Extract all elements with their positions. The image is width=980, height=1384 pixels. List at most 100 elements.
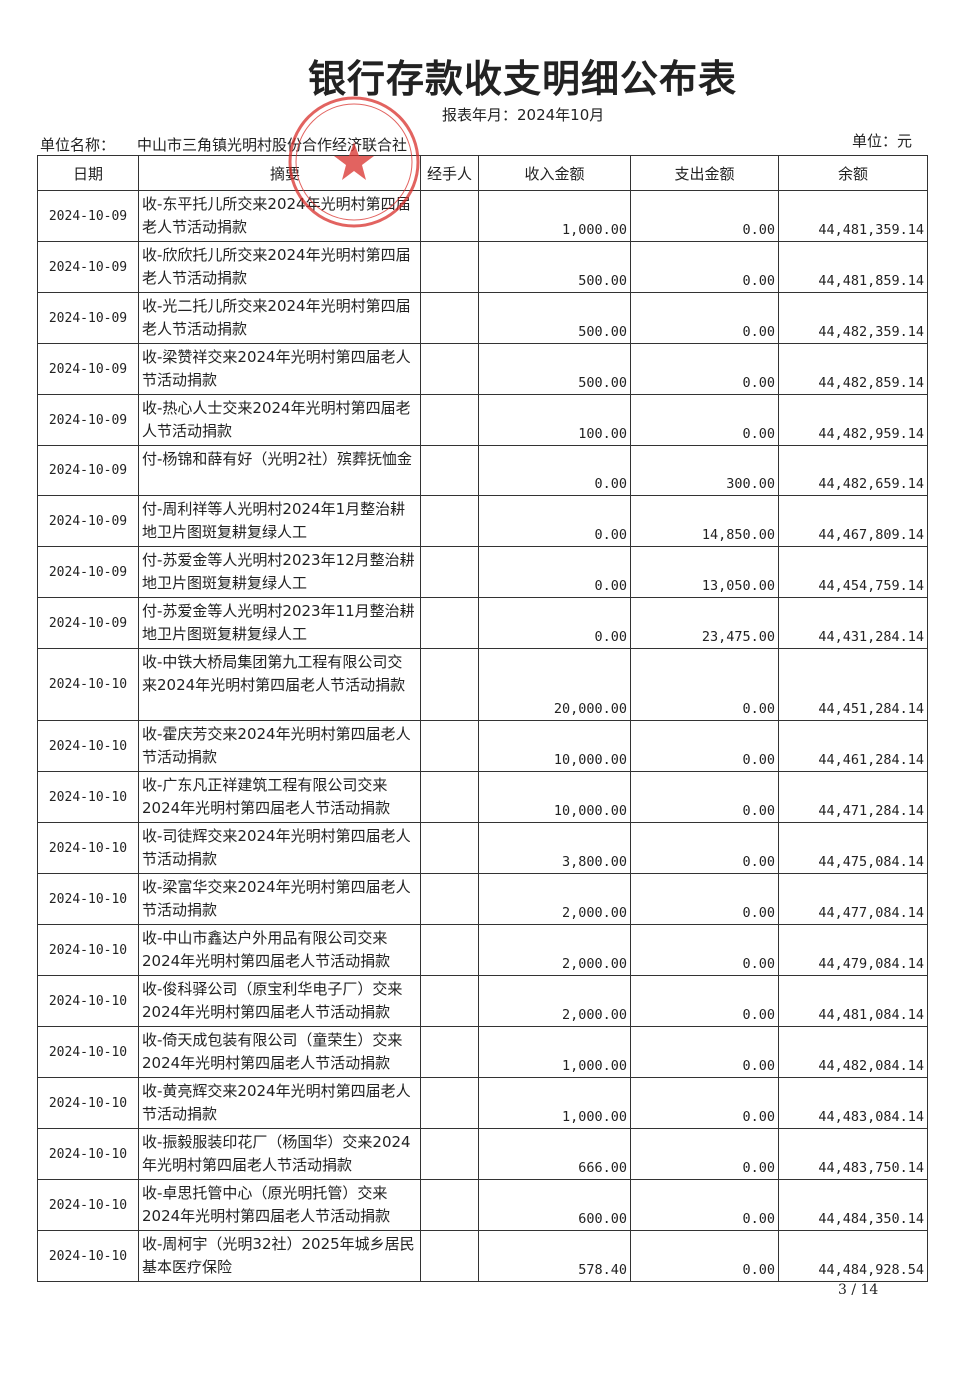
handler-cell [420,771,479,823]
table-row: 2024-10-09 收-梁赞祥交来2024年光明村第四届老人节活动捐款 500.0… [37,343,928,395]
summary-cell: 收-梁富华交来2024年光明村第四届老人节活动捐款 [138,873,421,925]
table-row: 2024-10-10 收-中山市鑫达户外用品有限公司交来2024年光明村第四届老人… [37,924,928,976]
col-expense: 支出金额 [630,155,779,191]
handler-cell [420,546,479,598]
income-cell: 578.40 [478,1230,631,1282]
expense-cell: 0.00 [630,924,779,976]
col-balance: 余额 [778,155,928,191]
table-row: 2024-10-09 收-东平托儿所交来2024年光明村第四届老人节活动捐款 1,0… [37,190,928,242]
balance-cell: 44,475,084.14 [778,822,928,874]
date-cell: 2024-10-10 [37,648,139,721]
col-handler: 经手人 [420,155,479,191]
income-cell: 500.00 [478,241,631,293]
date-cell: 2024-10-10 [37,1077,139,1129]
balance-cell: 44,454,759.14 [778,546,928,598]
income-cell: 1,000.00 [478,190,631,242]
page-number: 3 / 14 [838,1282,879,1298]
summary-cell: 收-东平托儿所交来2024年光明村第四届老人节活动捐款 [138,190,421,242]
balance-cell: 44,467,809.14 [778,495,928,547]
expense-cell: 0.00 [630,1026,779,1078]
table-row: 2024-10-09 付-苏爱金等人光明村2023年12月整治耕地卫片图斑复耕复绿… [37,546,928,598]
report-period: 报表年月：2024年10月 [442,106,605,124]
income-cell: 3,800.00 [478,822,631,874]
summary-cell: 收-俊科驿公司（原宝利华电子厂）交来2024年光明村第四届老人节活动捐款 [138,975,421,1027]
table-row: 2024-10-10 收-卓思托管中心（原光明托管）交来2024年光明村第四届老人… [37,1179,928,1231]
summary-cell: 收-周柯宇（光明32社）2025年城乡居民基本医疗保险 [138,1230,421,1282]
table-row: 2024-10-10 收-梁富华交来2024年光明村第四届老人节活动捐款 2,000… [37,873,928,925]
col-date: 日期 [37,155,139,191]
expense-cell: 0.00 [630,292,779,344]
handler-cell [420,1026,479,1078]
balance-cell: 44,482,959.14 [778,394,928,446]
unit-name: 单位名称： 中山市三角镇光明村股份合作经济联合社 [40,134,429,155]
income-cell: 0.00 [478,597,631,649]
income-cell: 1,000.00 [478,1026,631,1078]
expense-cell: 0.00 [630,394,779,446]
handler-cell [420,822,479,874]
handler-cell [420,720,479,772]
handler-cell [420,648,479,721]
expense-cell: 0.00 [630,648,779,721]
income-cell: 10,000.00 [478,720,631,772]
table-row: 2024-10-09 收-光二托儿所交来2024年光明村第四届老人节活动捐款 500… [37,292,928,344]
handler-cell [420,394,479,446]
summary-cell: 收-振毅服装印花厂（杨国华）交来2024年光明村第四届老人节活动捐款 [138,1128,421,1180]
handler-cell [420,1230,479,1282]
expense-cell: 0.00 [630,975,779,1027]
date-cell: 2024-10-09 [37,597,139,649]
income-cell: 500.00 [478,343,631,395]
balance-cell: 44,482,084.14 [778,1026,928,1078]
table-row: 2024-10-10 收-周柯宇（光明32社）2025年城乡居民基本医疗保险 578… [37,1230,928,1282]
expense-cell: 0.00 [630,190,779,242]
expense-cell: 0.00 [630,1230,779,1282]
balance-cell: 44,479,084.14 [778,924,928,976]
handler-cell [420,924,479,976]
table-row: 2024-10-10 收-司徒辉交来2024年光明村第四届老人节活动捐款 3,800… [37,822,928,874]
table-row: 2024-10-09 收-欣欣托儿所交来2024年光明村第四届老人节活动捐款 500… [37,241,928,293]
income-cell: 600.00 [478,1179,631,1231]
income-cell: 0.00 [478,445,631,496]
summary-cell: 收-霍庆芳交来2024年光明村第四届老人节活动捐款 [138,720,421,772]
expense-cell: 0.00 [630,343,779,395]
date-cell: 2024-10-10 [37,873,139,925]
expense-cell: 0.00 [630,822,779,874]
date-cell: 2024-10-10 [37,1230,139,1282]
table-row: 2024-10-09 付-周利祥等人光明村2024年1月整治耕地卫片图斑复耕复绿人… [37,495,928,547]
expense-cell: 14,850.00 [630,495,779,547]
summary-cell: 付-苏爱金等人光明村2023年12月整治耕地卫片图斑复耕复绿人工 [138,546,421,598]
date-cell: 2024-10-10 [37,1026,139,1078]
date-cell: 2024-10-10 [37,720,139,772]
summary-cell: 收-司徒辉交来2024年光明村第四届老人节活动捐款 [138,822,421,874]
summary-cell: 付-苏爱金等人光明村2023年11月整治耕地卫片图斑复耕复绿人工 [138,597,421,649]
summary-cell: 付-周利祥等人光明村2024年1月整治耕地卫片图斑复耕复绿人工 [138,495,421,547]
handler-cell [420,975,479,1027]
summary-cell: 收-热心人士交来2024年光明村第四届老人节活动捐款 [138,394,421,446]
expense-cell: 0.00 [630,873,779,925]
expense-cell: 0.00 [630,1128,779,1180]
balance-cell: 44,484,350.14 [778,1179,928,1231]
table-row: 2024-10-10 收-广东凡正祥建筑工程有限公司交来2024年光明村第四届老人… [37,771,928,823]
summary-cell: 收-卓思托管中心（原光明托管）交来2024年光明村第四届老人节活动捐款 [138,1179,421,1231]
balance-cell: 44,482,659.14 [778,445,928,496]
summary-cell: 收-光二托儿所交来2024年光明村第四届老人节活动捐款 [138,292,421,344]
summary-cell: 收-倚天成包装有限公司（童荣生）交来2024年光明村第四届老人节活动捐款 [138,1026,421,1078]
date-cell: 2024-10-09 [37,445,139,496]
handler-cell [420,190,479,242]
expense-cell: 0.00 [630,720,779,772]
balance-cell: 44,482,859.14 [778,343,928,395]
balance-cell: 44,431,284.14 [778,597,928,649]
date-cell: 2024-10-09 [37,292,139,344]
unit-name-value: 中山市三角镇光明村股份合作经济联合社 [137,136,408,154]
income-cell: 100.00 [478,394,631,446]
summary-cell: 收-中山市鑫达户外用品有限公司交来2024年光明村第四届老人节活动捐款 [138,924,421,976]
date-cell: 2024-10-10 [37,924,139,976]
date-cell: 2024-10-10 [37,1128,139,1180]
income-cell: 500.00 [478,292,631,344]
handler-cell [420,343,479,395]
table-row: 2024-10-09 收-热心人士交来2024年光明村第四届老人节活动捐款 100.… [37,394,928,446]
summary-cell: 收-中铁大桥局集团第九工程有限公司交来2024年光明村第四届老人节活动捐款 [138,648,421,721]
income-cell: 20,000.00 [478,648,631,721]
expense-cell: 13,050.00 [630,546,779,598]
income-cell: 2,000.00 [478,924,631,976]
handler-cell [420,597,479,649]
